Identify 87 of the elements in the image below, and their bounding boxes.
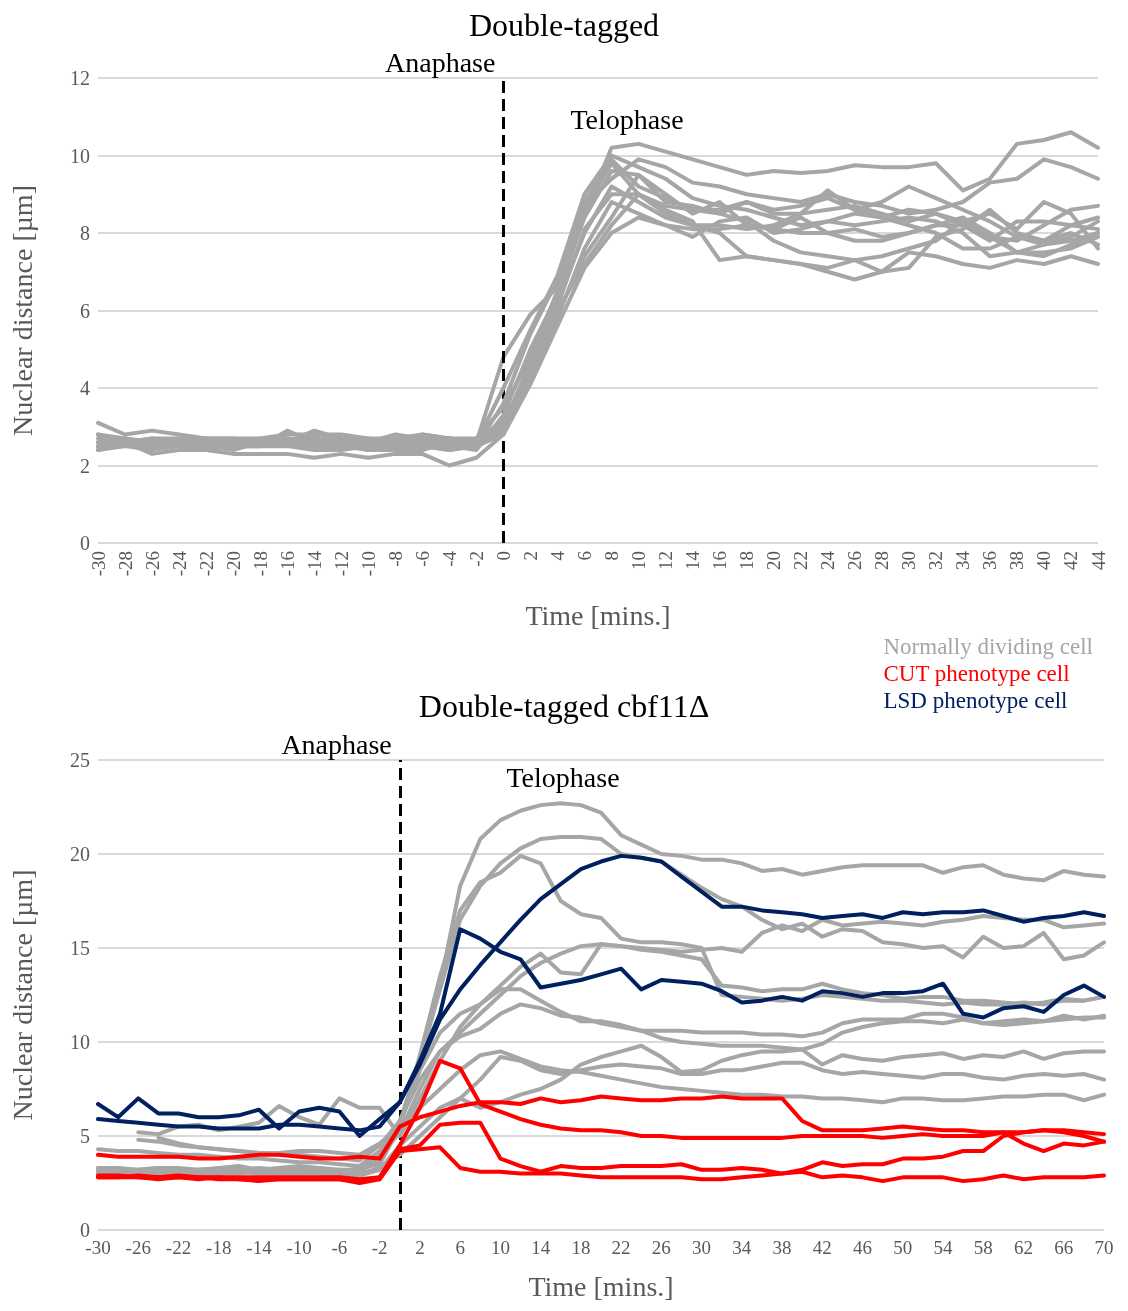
x-tick-label: -16 bbox=[276, 551, 298, 577]
y-tick-label: 25 bbox=[70, 749, 90, 771]
x-axis-title: Time [mins.] bbox=[525, 599, 671, 631]
y-axis-title: Nuclear distance [µm] bbox=[6, 869, 38, 1121]
x-tick-label: 46 bbox=[853, 1237, 873, 1258]
text: Normally dividing cell bbox=[883, 634, 1093, 659]
ref-line-label: Anaphase bbox=[281, 728, 392, 760]
x-tick-label: 34 bbox=[952, 550, 974, 570]
x-tick-label: 40 bbox=[1033, 551, 1055, 570]
x-tick-label: 26 bbox=[844, 551, 866, 570]
x-tick-label: -18 bbox=[249, 551, 271, 577]
x-tick-label: 36 bbox=[979, 551, 1001, 570]
y-axis-title: Nuclear distance [µm] bbox=[6, 185, 38, 436]
x-tick-label: 28 bbox=[871, 551, 893, 570]
x-tick-label: 34 bbox=[732, 1237, 752, 1258]
x-tick-label: 38 bbox=[772, 1237, 792, 1258]
x-tick-label: -24 bbox=[168, 550, 190, 577]
x-tick-label: 58 bbox=[973, 1237, 993, 1258]
x-tick-label: 24 bbox=[817, 550, 839, 570]
x-tick-label: -10 bbox=[357, 551, 379, 577]
x-tick-label: 12 bbox=[655, 551, 677, 570]
x-tick-label: 14 bbox=[682, 550, 704, 570]
annotation: Telophase bbox=[570, 103, 684, 135]
x-tick-label: 22 bbox=[790, 551, 812, 570]
x-tick-label: -26 bbox=[141, 551, 163, 577]
x-tick-label: 10 bbox=[490, 1237, 510, 1258]
y-tick-label: 6 bbox=[80, 299, 90, 322]
x-tick-label: -14 bbox=[303, 550, 325, 577]
y-tick-label: 4 bbox=[80, 377, 90, 399]
chart-title: Double-tagged cbf11Δ bbox=[418, 688, 710, 724]
x-tick-label: 20 bbox=[763, 551, 785, 570]
x-tick-label: 2 bbox=[519, 551, 541, 561]
x-tick-label: 26 bbox=[651, 1237, 671, 1258]
x-tick-label: 50 bbox=[893, 1237, 913, 1258]
x-tick-label: 4 bbox=[546, 550, 568, 561]
x-tick-label: -18 bbox=[206, 1237, 232, 1258]
x-tick-label: 10 bbox=[628, 551, 650, 570]
y-tick-label: 2 bbox=[80, 454, 90, 477]
x-tick-label: 14 bbox=[531, 1237, 551, 1258]
y-tick-label: 15 bbox=[70, 937, 90, 959]
ref-line-label: Anaphase bbox=[385, 46, 496, 78]
x-tick-label: 42 bbox=[812, 1237, 832, 1258]
x-tick-label: -14 bbox=[246, 1237, 273, 1258]
annotation: Telophase bbox=[506, 761, 620, 793]
x-tick-label: 70 bbox=[1094, 1237, 1114, 1258]
x-tick-label: 30 bbox=[898, 551, 920, 570]
y-tick-label: 10 bbox=[70, 144, 90, 167]
x-tick-label: 66 bbox=[1054, 1237, 1074, 1258]
x-tick-label: -2 bbox=[371, 1237, 388, 1258]
x-tick-label: -30 bbox=[87, 551, 109, 577]
y-tick-label: 8 bbox=[80, 222, 90, 244]
x-tick-label: 6 bbox=[573, 551, 595, 561]
x-axis-title: Time [mins.] bbox=[528, 1270, 674, 1302]
x-tick-label: -6 bbox=[411, 551, 433, 567]
text: LSD phenotype cell bbox=[883, 688, 1068, 713]
x-tick-label: -28 bbox=[114, 551, 136, 577]
x-tick-label: 32 bbox=[925, 551, 947, 570]
x-tick-label: 18 bbox=[571, 1237, 591, 1258]
y-tick-label: 20 bbox=[70, 843, 90, 865]
x-tick-label: 0 bbox=[492, 551, 514, 561]
y-tick-label: 12 bbox=[70, 67, 90, 89]
x-tick-label: -22 bbox=[165, 1237, 192, 1258]
x-tick-label: -2 bbox=[465, 551, 487, 567]
x-tick-label: 30 bbox=[692, 1237, 712, 1258]
x-tick-label: 22 bbox=[611, 1237, 631, 1258]
chart-title: Double-tagged bbox=[468, 7, 660, 43]
x-tick-label: -12 bbox=[330, 551, 352, 577]
x-tick-label: -8 bbox=[384, 551, 406, 567]
y-tick-label: 10 bbox=[70, 1031, 90, 1053]
x-tick-label: 16 bbox=[709, 551, 731, 570]
x-tick-label: 2 bbox=[415, 1237, 425, 1258]
text: CUT phenotype cell bbox=[883, 661, 1070, 686]
x-tick-label: -4 bbox=[438, 550, 460, 567]
x-tick-label: 42 bbox=[1060, 551, 1082, 570]
x-tick-label: -6 bbox=[331, 1237, 348, 1258]
x-tick-label: 18 bbox=[736, 551, 758, 570]
x-tick-label: -10 bbox=[286, 1237, 312, 1258]
y-tick-label: 5 bbox=[80, 1125, 90, 1147]
x-tick-label: 6 bbox=[455, 1237, 465, 1258]
x-tick-label: -20 bbox=[222, 551, 244, 577]
x-tick-label: 54 bbox=[933, 1237, 954, 1258]
x-tick-label: 8 bbox=[601, 551, 623, 561]
x-tick-label: -22 bbox=[195, 551, 217, 577]
x-tick-label: -26 bbox=[125, 1237, 151, 1258]
x-tick-label: 38 bbox=[1006, 551, 1028, 570]
x-tick-label: 44 bbox=[1087, 550, 1109, 570]
x-tick-label: 62 bbox=[1014, 1237, 1034, 1258]
